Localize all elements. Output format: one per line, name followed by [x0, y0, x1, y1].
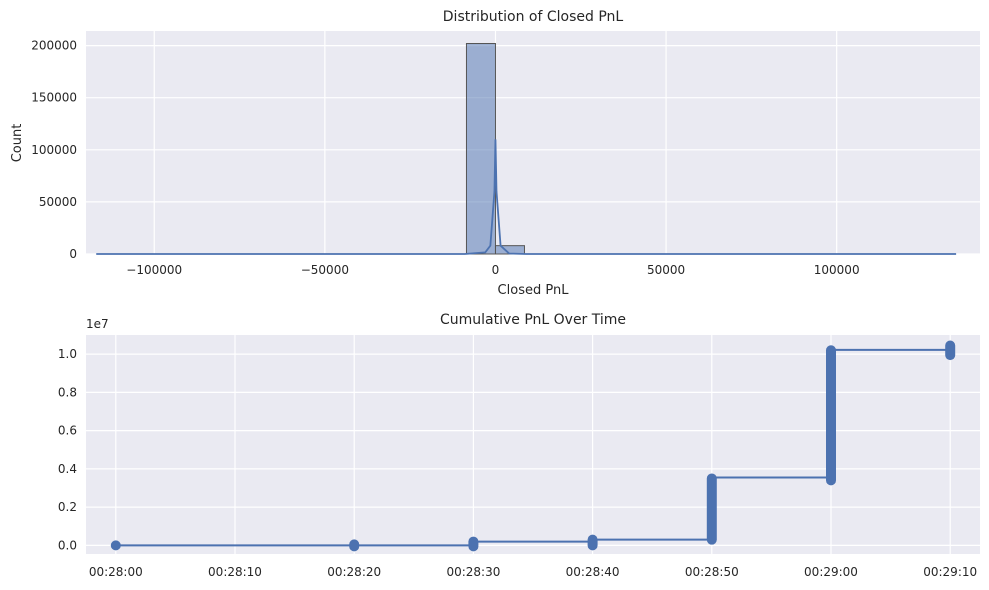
x-tick-label: 00:28:20 — [327, 565, 381, 579]
y-tick-label: 150000 — [31, 91, 77, 105]
x-tick-label: 00:28:00 — [89, 565, 143, 579]
cumulative-axes: 00:28:00 00:28:10 00:28:20 00:28:30 00:28:40… — [58, 312, 980, 579]
histogram-title: Distribution of Closed PnL — [443, 9, 624, 25]
y-tick-label: 0.6 — [58, 424, 77, 438]
cumulative-plot-area — [86, 335, 980, 554]
cumulative-title: Cumulative PnL Over Time — [440, 312, 626, 328]
x-tick-label: 00:29:00 — [804, 565, 858, 579]
histogram-bar — [465, 43, 496, 255]
y-tick-label: 100000 — [31, 143, 77, 157]
y-tick-label: 0.2 — [58, 500, 77, 514]
histogram-kde-curve — [96, 139, 957, 255]
y-tick-label: 0.0 — [58, 538, 77, 552]
x-tick-label: 50000 — [647, 263, 685, 277]
x-tick-label: 00:29:10 — [923, 565, 977, 579]
x-tick-label: 00:28:50 — [685, 565, 739, 579]
cumulative-x-ticks: 00:28:00 00:28:10 00:28:20 00:28:30 00:28:40… — [89, 565, 977, 579]
x-tick-label: −50000 — [301, 263, 349, 277]
y-tick-label: 0 — [69, 247, 77, 261]
y-tick-label: 1.0 — [58, 347, 77, 361]
x-tick-label: 00:28:40 — [566, 565, 620, 579]
x-tick-label: 100000 — [814, 263, 860, 277]
histogram-axes: −100000 −50000 0 50000 100000 0 50000 100000 15… — [10, 9, 980, 298]
histogram-plot-area — [86, 31, 980, 254]
y-tick-label: 0.8 — [58, 385, 77, 399]
cumulative-y-offset-label: 1e7 — [86, 317, 109, 331]
x-tick-label: 00:28:30 — [446, 565, 500, 579]
histogram-x-axis-label: Closed PnL — [498, 283, 570, 298]
histogram-y-axis-label: Count — [10, 124, 25, 163]
y-tick-label: 200000 — [31, 39, 77, 53]
x-tick-label: 0 — [492, 263, 500, 277]
cumulative-points — [110, 340, 956, 552]
histogram-y-ticks: 0 50000 100000 150000 200000 — [31, 39, 77, 261]
y-tick-label: 0.4 — [58, 462, 77, 476]
cumulative-y-ticks: 0.0 0.2 0.4 0.6 0.8 1.0 — [58, 347, 77, 552]
histogram-x-ticks: −100000 −50000 0 50000 100000 — [126, 263, 859, 277]
y-tick-label: 50000 — [39, 195, 77, 209]
x-tick-label: −100000 — [126, 263, 182, 277]
x-tick-label: 00:28:10 — [208, 565, 262, 579]
kde-line — [96, 139, 957, 255]
